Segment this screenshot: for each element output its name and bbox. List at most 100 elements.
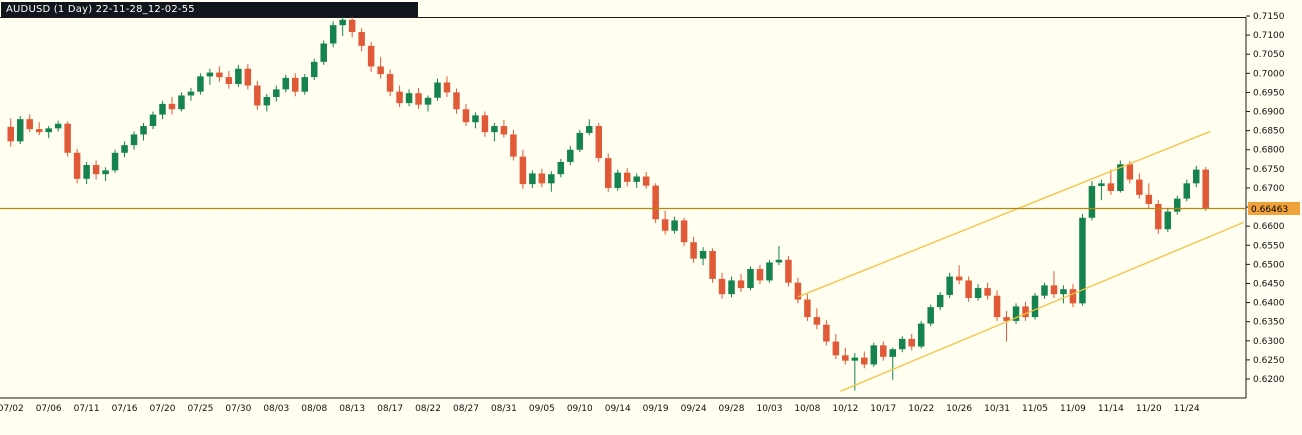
x-tick-label: 07/20 (150, 404, 176, 414)
candle-body (500, 126, 508, 135)
y-tick-label: 0.7050 (1253, 50, 1285, 60)
candle-body (519, 156, 527, 185)
candle-body (7, 126, 14, 142)
candle-body (83, 165, 90, 179)
x-tick-label: 08/22 (415, 404, 441, 414)
x-tick-label: 08/17 (377, 404, 403, 414)
candle-body (851, 357, 859, 361)
candle-body (140, 126, 147, 135)
candle-body (595, 126, 602, 159)
x-tick-label: 09/14 (605, 404, 631, 414)
candle-body (310, 61, 318, 78)
candle-body (1155, 203, 1162, 230)
candle-body (794, 282, 802, 300)
x-tick-label: 09/10 (567, 404, 593, 414)
candle-body (367, 45, 375, 67)
candle-body (842, 355, 849, 361)
candle-body (1069, 289, 1077, 304)
candles-layer (7, 16, 1209, 391)
candle-body (1183, 183, 1191, 199)
candle-body (206, 72, 214, 77)
candle-body (728, 280, 735, 295)
x-tick-label: 08/08 (301, 404, 327, 414)
candle-body (159, 103, 166, 115)
candle-body (823, 324, 830, 342)
candle-body (557, 161, 565, 175)
x-tick-label: 11/20 (1136, 404, 1162, 414)
candle-body (965, 280, 972, 298)
current-price-badge (1248, 201, 1300, 215)
candle-body (690, 242, 697, 259)
candle-body (1098, 183, 1105, 187)
candle-body (1041, 285, 1048, 296)
candle-body (984, 288, 991, 296)
candle-body (434, 82, 441, 98)
candle-body (64, 123, 71, 153)
current-price-label: 0.66463 (1251, 205, 1288, 215)
y-tick-label: 0.6950 (1253, 88, 1285, 98)
candle-body (377, 66, 384, 75)
candle-body (709, 250, 716, 279)
candle-body (633, 176, 640, 182)
x-tick-label: 09/05 (529, 404, 555, 414)
candle-body (538, 173, 546, 184)
candle-body (424, 97, 432, 105)
candle-body (1079, 217, 1086, 304)
candle-body (491, 126, 498, 133)
x-tick-label: 11/24 (1174, 404, 1200, 414)
candle-body (1022, 306, 1029, 318)
candle-body (604, 158, 612, 188)
chart-title: AUDUSD (1 Day) 22-11-28_12-02-55 (6, 4, 195, 15)
x-tick-label: 08/31 (491, 404, 517, 414)
candle-body (149, 114, 157, 127)
candle-body (1031, 295, 1039, 318)
candle-body (510, 134, 517, 157)
candle-body (481, 115, 489, 133)
candle-body (718, 278, 726, 295)
x-tick-label: 07/16 (112, 404, 138, 414)
candle-body (16, 119, 24, 142)
candle-body (1126, 164, 1134, 180)
candle-body (225, 77, 233, 85)
x-tick-label: 07/30 (225, 404, 251, 414)
candle-body (567, 149, 574, 162)
candle-body (35, 129, 43, 133)
x-tick-label: 08/03 (263, 404, 289, 414)
y-tick-label: 0.6600 (1253, 222, 1285, 232)
x-tick-label: 11/14 (1098, 404, 1124, 414)
candle-body (358, 32, 365, 46)
candle-body (614, 172, 621, 188)
candle-body (329, 25, 337, 44)
candle-body (443, 82, 451, 93)
x-tick-label: 10/17 (870, 404, 896, 414)
candle-body (699, 250, 707, 259)
x-tick-label: 09/28 (719, 404, 745, 414)
x-tick-label: 07/11 (74, 404, 100, 414)
candle-body (453, 92, 460, 110)
candle-body (1164, 211, 1172, 230)
candle-body (898, 338, 906, 350)
candle-body (216, 72, 223, 78)
candle-body (1174, 198, 1181, 212)
x-tick-label: 10/31 (984, 404, 1010, 414)
candle-body (197, 76, 204, 92)
x-tick-label: 11/09 (1060, 404, 1086, 414)
candle-body (785, 259, 792, 283)
candle-body (301, 77, 308, 92)
x-tick-label: 09/19 (643, 404, 669, 414)
trendline-channel-lower[interactable] (840, 221, 1244, 392)
candle-body (54, 123, 62, 129)
x-tick-label: 10/26 (946, 404, 972, 414)
candle-body (1117, 164, 1124, 192)
trendline-channel-upper[interactable] (797, 130, 1211, 298)
candle-body (1136, 179, 1143, 195)
x-tick-label: 10/03 (756, 404, 782, 414)
y-tick-label: 0.6300 (1253, 337, 1285, 347)
candle-body (529, 173, 536, 185)
candle-body (927, 307, 934, 324)
x-tick-label: 07/02 (0, 404, 24, 414)
candle-body (405, 93, 413, 104)
y-tick-label: 0.6850 (1253, 127, 1285, 137)
